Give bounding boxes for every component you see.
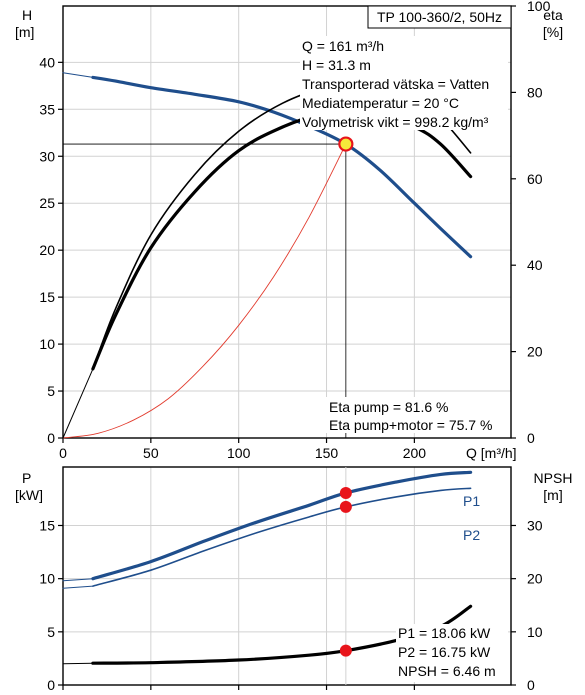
right-axis-unit: [%] bbox=[543, 24, 563, 40]
left-tick-label: 0 bbox=[47, 430, 55, 446]
power-info-line: NPSH = 6.46 m bbox=[398, 663, 496, 679]
right-axis-label: eta bbox=[543, 7, 563, 23]
left-tick-label: 5 bbox=[47, 624, 55, 640]
eta-line: Eta pump = 81.6 % bbox=[329, 399, 448, 415]
p1-marker bbox=[339, 486, 352, 499]
right-tick-label: 20 bbox=[527, 344, 543, 360]
npsh-marker bbox=[339, 644, 352, 657]
left-axis-unit: [kW] bbox=[15, 487, 43, 503]
series-p2 bbox=[92, 487, 472, 587]
left-axis-unit: [m] bbox=[15, 24, 34, 40]
left-tick-label: 30 bbox=[39, 148, 55, 164]
plot-frame bbox=[62, 466, 512, 686]
info-box bbox=[300, 36, 508, 130]
p2-marker bbox=[339, 500, 352, 513]
power-info-line: P1 = 18.06 kW bbox=[398, 625, 491, 641]
right-tick-label: 30 bbox=[527, 517, 543, 533]
right-axis-label: NPSH bbox=[534, 470, 573, 486]
right-tick-label: 100 bbox=[527, 0, 551, 14]
x-tick-label: 150 bbox=[315, 445, 339, 461]
series-head bbox=[91, 75, 473, 259]
left-axis-label: H bbox=[22, 7, 32, 23]
info-line: Q = 161 m³/h bbox=[302, 38, 384, 54]
power-info-box bbox=[396, 624, 508, 682]
left-tick-label: 35 bbox=[39, 101, 55, 117]
head-eta-panel: 0 5 10 15 20 25 30 35 40 0 20 40 60 80 100 0 50 100 150 200… bbox=[15, 0, 563, 461]
right-tick-label: 80 bbox=[527, 84, 543, 100]
series-system bbox=[62, 143, 347, 439]
left-tick-label: 15 bbox=[39, 517, 55, 533]
series-p1 bbox=[91, 470, 473, 581]
info-line: Volymetrisk vikt = 998.2 kg/m³ bbox=[302, 114, 489, 130]
title-box-text: TP 100-360/2, 50Hz bbox=[377, 9, 502, 25]
right-tick-label: 20 bbox=[527, 571, 543, 587]
left-tick-label: 25 bbox=[39, 195, 55, 211]
x-tick-label: 100 bbox=[227, 445, 251, 461]
series-head-thin bbox=[62, 72, 94, 78]
operating-point-marker bbox=[338, 136, 354, 152]
right-tick-label: 60 bbox=[527, 171, 543, 187]
power-info-line: P2 = 16.75 kW bbox=[398, 644, 491, 660]
series-p1-thin bbox=[62, 578, 94, 582]
x-tick-label: 0 bbox=[59, 445, 67, 461]
right-tick-label: 0 bbox=[527, 430, 535, 446]
legend-p1: P1 bbox=[463, 493, 480, 509]
info-line: Mediatemperatur = 20 °C bbox=[302, 95, 459, 111]
left-tick-label: 0 bbox=[47, 677, 55, 693]
left-tick-label: 40 bbox=[39, 54, 55, 70]
x-tick-label: 50 bbox=[143, 445, 159, 461]
info-line: H = 31.3 m bbox=[302, 57, 371, 73]
right-tick-label: 10 bbox=[527, 624, 543, 640]
series-eta-thin bbox=[62, 368, 94, 439]
right-tick-label: 0 bbox=[527, 677, 535, 693]
x-axis-label: Q [m³/h] bbox=[466, 445, 517, 461]
plot-frame bbox=[62, 5, 512, 439]
right-tick-label: 40 bbox=[527, 257, 543, 273]
legend-p2: P2 bbox=[463, 527, 480, 543]
left-tick-label: 10 bbox=[39, 336, 55, 352]
series-npsh-thin bbox=[62, 662, 94, 665]
eta-box bbox=[326, 397, 508, 433]
left-tick-label: 5 bbox=[47, 383, 55, 399]
power-npsh-panel: 0 5 10 15 0 10 20 30 P[kW] NPSH[m] P1 P2 P1 = 18.06 … bbox=[15, 466, 573, 693]
series-p2-thin bbox=[62, 585, 94, 589]
right-axis-unit: [m] bbox=[543, 487, 562, 503]
info-line: Transporterad vätska = Vatten bbox=[302, 76, 489, 92]
x-tick-label: 200 bbox=[403, 445, 427, 461]
title-box bbox=[367, 5, 512, 29]
eta-line: Eta pump+motor = 75.7 % bbox=[329, 417, 492, 433]
left-tick-label: 10 bbox=[39, 571, 55, 587]
left-axis-label: P bbox=[22, 470, 31, 486]
left-tick-label: 20 bbox=[39, 242, 55, 258]
left-tick-label: 15 bbox=[39, 289, 55, 305]
